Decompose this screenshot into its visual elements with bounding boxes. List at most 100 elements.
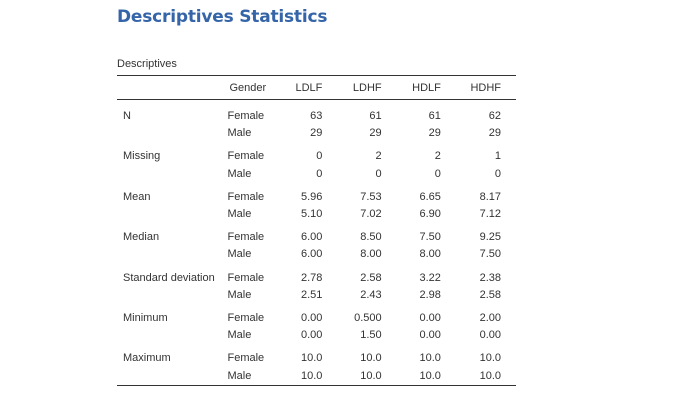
value-cell-ldhf: 10.0 bbox=[360, 352, 382, 365]
gender-cell: Female bbox=[227, 271, 265, 284]
gender-cell: Female bbox=[227, 311, 265, 324]
value-cell-hdhf: 7.12 bbox=[479, 208, 501, 221]
table-row: Male 0.00 1.50 0.00 0.00 bbox=[117, 327, 516, 344]
value-cell-hdhf: 29 bbox=[488, 127, 501, 140]
table-top-padding bbox=[117, 100, 516, 109]
value-cell-hdlf: 7.50 bbox=[419, 231, 441, 244]
stat-label: Median bbox=[123, 231, 160, 244]
value-cell-ldlf: 2.51 bbox=[300, 288, 323, 301]
table-row: Mean Female 5.96 7.53 6.65 8.17 bbox=[117, 189, 516, 206]
header-stat bbox=[117, 75, 228, 100]
gender-cell: Male bbox=[227, 288, 252, 301]
value-cell-hdlf: 8.00 bbox=[419, 248, 441, 261]
value-cell-hdlf: 2 bbox=[434, 150, 441, 163]
stat-label bbox=[117, 166, 228, 183]
value-cell-hdhf: 2.00 bbox=[479, 311, 501, 324]
value-cell-hdhf: 9.25 bbox=[479, 231, 501, 244]
value-cell-ldhf: 2.58 bbox=[360, 271, 382, 284]
table-row: Male 29 29 29 29 bbox=[117, 125, 516, 142]
value-cell-ldlf: 0 bbox=[316, 167, 323, 180]
value-cell-hdlf: 0.00 bbox=[419, 329, 441, 342]
value-cell-ldhf: 0.500 bbox=[354, 311, 382, 324]
table-header-row: Gender LDLF LDHF HDLF HDHF bbox=[117, 75, 516, 100]
table-body: N Female 63 61 61 62 Male 29 29 29 29 Missing Female… bbox=[117, 100, 516, 386]
value-cell-hdlf: 6.90 bbox=[419, 208, 441, 221]
table-caption: Descriptives bbox=[117, 58, 177, 70]
gender-cell: Male bbox=[227, 127, 252, 140]
header-gender: Gender bbox=[227, 75, 277, 100]
value-cell-ldhf: 8.00 bbox=[360, 248, 382, 261]
stat-label: Missing bbox=[123, 150, 161, 163]
header-hdhf: HDHF bbox=[455, 75, 516, 100]
gender-cell: Male bbox=[227, 248, 252, 261]
value-cell-ldlf: 0 bbox=[316, 150, 323, 163]
stat-label bbox=[117, 287, 228, 304]
value-cell-hdlf: 3.22 bbox=[419, 271, 441, 284]
value-cell-hdhf: 10.0 bbox=[455, 367, 516, 386]
value-cell-hdhf: 8.17 bbox=[479, 190, 501, 203]
value-cell-ldhf: 7.53 bbox=[360, 190, 382, 203]
gender-cell: Male bbox=[227, 367, 277, 386]
value-cell-hdhf: 10.0 bbox=[479, 352, 501, 365]
table-row: Male 10.0 10.0 10.0 10.0 bbox=[117, 367, 516, 386]
table-row: Male 5.10 7.02 6.90 7.12 bbox=[117, 206, 516, 223]
value-cell-hdlf: 6.65 bbox=[419, 190, 441, 203]
value-cell-ldlf: 29 bbox=[310, 127, 323, 140]
gender-cell: Female bbox=[227, 110, 265, 123]
stat-label: N bbox=[123, 110, 131, 123]
table-row: Median Female 6.00 8.50 7.50 9.25 bbox=[117, 229, 516, 246]
value-cell-ldhf: 2 bbox=[375, 150, 382, 163]
gender-cell: Male bbox=[227, 208, 252, 221]
table-row: Standard deviation Female 2.78 2.58 3.22 2.38 bbox=[117, 270, 516, 287]
value-cell-ldlf: 10.0 bbox=[276, 367, 338, 386]
value-cell-ldhf: 2.43 bbox=[360, 288, 382, 301]
value-cell-ldlf: 2.78 bbox=[300, 271, 323, 284]
value-cell-ldhf: 8.50 bbox=[360, 231, 382, 244]
value-cell-hdhf: 2.58 bbox=[479, 288, 501, 301]
value-cell-hdhf: 2.38 bbox=[479, 271, 501, 284]
value-cell-hdlf: 61 bbox=[428, 110, 441, 123]
value-cell-ldlf: 0.00 bbox=[300, 311, 323, 324]
value-cell-ldlf: 6.00 bbox=[300, 231, 323, 244]
value-cell-ldlf: 5.10 bbox=[300, 208, 323, 221]
stat-label: Mean bbox=[123, 190, 151, 203]
value-cell-ldhf: 61 bbox=[369, 110, 382, 123]
value-cell-hdlf: 0.00 bbox=[419, 311, 441, 324]
value-cell-ldlf: 63 bbox=[310, 110, 323, 123]
value-cell-hdlf: 0 bbox=[434, 167, 441, 180]
header-ldlf: LDLF bbox=[276, 75, 338, 100]
value-cell-hdhf: 7.50 bbox=[479, 248, 501, 261]
gender-cell: Male bbox=[227, 329, 252, 342]
gender-cell: Female bbox=[227, 231, 265, 244]
gender-cell: Female bbox=[227, 190, 265, 203]
value-cell-ldlf: 6.00 bbox=[300, 248, 323, 261]
stat-label bbox=[117, 246, 228, 263]
table-row: Male 0 0 0 0 bbox=[117, 166, 516, 183]
value-cell-ldhf: 0 bbox=[375, 167, 382, 180]
table-row: Male 2.51 2.43 2.98 2.58 bbox=[117, 287, 516, 304]
value-cell-hdhf: 1 bbox=[494, 150, 501, 163]
stat-label: Standard deviation bbox=[123, 271, 215, 284]
stat-label: Minimum bbox=[123, 311, 168, 324]
value-cell-hdhf: 0 bbox=[494, 167, 501, 180]
table-row: Minimum Female 0.00 0.500 0.00 2.00 bbox=[117, 310, 516, 327]
stat-label bbox=[117, 327, 228, 344]
table-row: N Female 63 61 61 62 bbox=[117, 108, 516, 125]
value-cell-hdlf: 2.98 bbox=[419, 288, 441, 301]
stat-label: Maximum bbox=[123, 352, 171, 365]
value-cell-ldlf: 10.0 bbox=[300, 352, 323, 365]
table-row: Male 6.00 8.00 8.00 7.50 bbox=[117, 246, 516, 263]
value-cell-ldhf: 1.50 bbox=[360, 329, 382, 342]
value-cell-ldlf: 5.96 bbox=[300, 190, 323, 203]
value-cell-ldlf: 0.00 bbox=[300, 329, 323, 342]
header-ldhf: LDHF bbox=[337, 75, 397, 100]
table-row: Maximum Female 10.0 10.0 10.0 10.0 bbox=[117, 350, 516, 367]
value-cell-hdlf: 10.0 bbox=[396, 367, 456, 386]
value-cell-hdlf: 29 bbox=[428, 127, 441, 140]
value-cell-hdhf: 0.00 bbox=[479, 329, 501, 342]
page-title: Descriptives Statistics bbox=[117, 7, 328, 27]
descriptives-table: Gender LDLF LDHF HDLF HDHF N Female 63 61 61… bbox=[117, 75, 516, 386]
stat-label bbox=[117, 206, 228, 223]
value-cell-hdhf: 62 bbox=[488, 110, 501, 123]
header-hdlf: HDLF bbox=[396, 75, 456, 100]
